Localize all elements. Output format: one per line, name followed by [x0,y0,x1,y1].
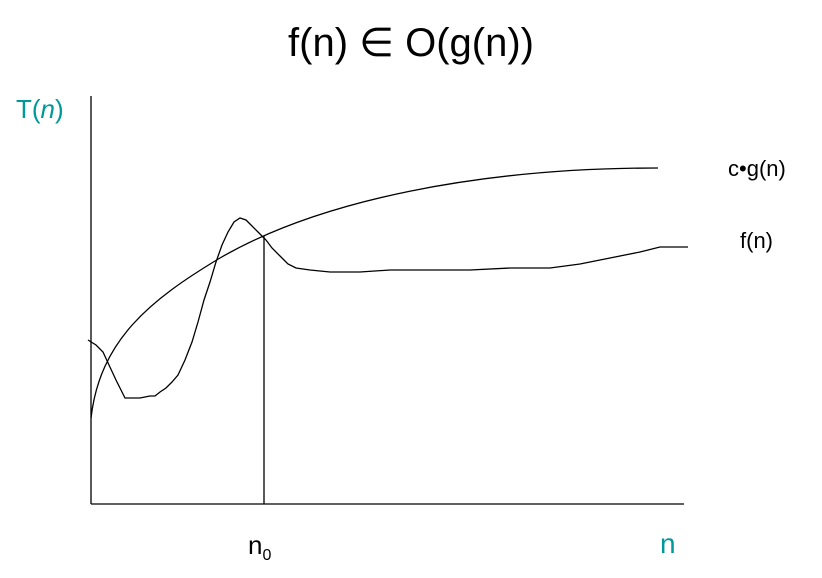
x-axis-label: n [660,528,676,559]
y-axis-label-text: T(n) [16,94,64,124]
function-curve [87,217,688,399]
upper-bound-label: c•g(n) [728,156,786,181]
upper-bound-curve [90,167,659,419]
threshold-label: n0 [248,530,271,565]
y-axis-label-variable: n [40,94,56,124]
y-axis-label: T(n) [16,94,64,125]
function-label: f(n) [740,228,773,253]
diagram-title: f(n) ∈ O(g(n)) [288,21,534,65]
threshold-label-base: n [248,530,263,560]
threshold-label-subscript: 0 [262,547,272,564]
